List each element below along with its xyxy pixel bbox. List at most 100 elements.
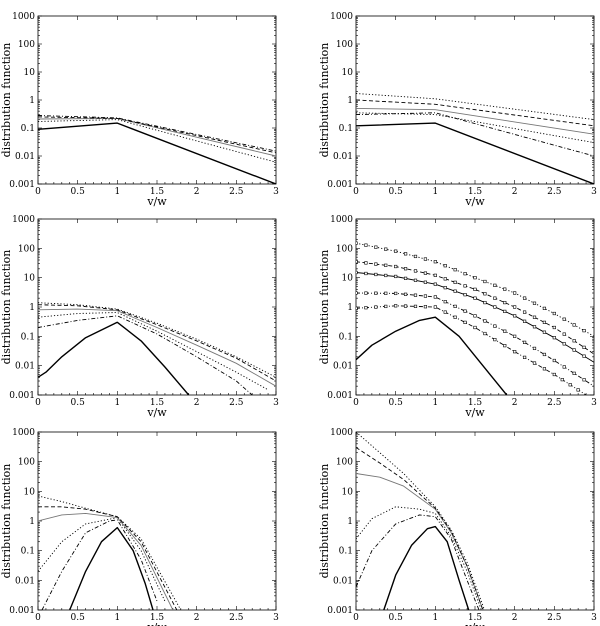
y-tick-label: 0.1 [21, 332, 35, 342]
series-marker-curve-4 [483, 300, 487, 305]
series-marker-curve-6 [394, 249, 398, 253]
x-tick-label: 0 [35, 398, 41, 408]
series-marker-curve-2 [413, 304, 418, 308]
x-tick-label: 1 [432, 398, 438, 408]
y-tick-label: 0.001 [9, 606, 35, 616]
series-marker-curve-2 [453, 315, 457, 319]
series-marker-curve-4 [374, 272, 378, 277]
x-tick-label: 1 [114, 613, 120, 623]
y-tick-label: 100 [18, 244, 35, 254]
series-marker-curve-5 [493, 296, 497, 300]
x-tick-label: 2 [194, 398, 200, 408]
x-tick-label: 0 [35, 187, 41, 197]
series-marker-curve-3 [433, 295, 437, 299]
series-marker-curve-5 [542, 320, 547, 324]
series-marker-curve-4 [403, 276, 408, 280]
series-line-curve-1 [69, 526, 154, 610]
x-tick-label: 0 [353, 398, 359, 408]
y-tick-label: 1000 [12, 12, 35, 22]
x-axis-label: v/w [146, 195, 167, 208]
series-marker-curve-4 [463, 293, 467, 297]
y-tick-label: 0.001 [327, 606, 353, 616]
series-marker-curve-4 [356, 270, 358, 275]
series-marker-curve-2 [394, 304, 398, 308]
x-tick-label: 0.5 [389, 187, 404, 197]
series-marker-curve-5 [443, 277, 447, 281]
series-marker-curve-2 [364, 306, 368, 310]
series-marker-curve-3 [542, 352, 547, 357]
x-tick-label: 0.5 [71, 398, 86, 408]
y-axis-label: distribution function [0, 464, 13, 579]
series-marker-curve-2 [522, 355, 527, 359]
series-line-curve-2 [38, 119, 276, 163]
x-tick-label: 1 [432, 613, 438, 623]
y-tick-label: 0.001 [327, 391, 353, 401]
y-tick-label: 10 [342, 274, 354, 284]
series-line-curve-4 [356, 473, 484, 610]
x-tick-label: 0.5 [389, 613, 404, 623]
series-marker-curve-6 [433, 260, 437, 264]
y-tick-label: 1000 [12, 215, 35, 225]
series-marker-curve-5 [463, 284, 467, 288]
series-marker-curve-4 [493, 305, 497, 309]
series-marker-curve-5 [423, 271, 428, 275]
series-marker-curve-6 [364, 243, 368, 247]
series-marker-curve-2 [568, 383, 572, 387]
chart-panel-top-right: 0 0.5 1 1.5 2 2.5 3 0.001 0.01 0.1 1 10 100 1000 v/w di… [318, 12, 597, 208]
series-line-curve-1 [356, 122, 594, 184]
series-marker-curve-5 [374, 262, 378, 266]
y-tick-label: 1000 [330, 12, 353, 22]
series-marker-curve-5 [403, 267, 408, 271]
chart-panel-bottom-right: 0 0.5 1 1.5 2 2.5 3 0.001 0.01 0.1 1 10 100 1000 v/w di… [318, 428, 597, 626]
x-tick-label: 2 [194, 187, 200, 197]
y-tick-label: 100 [336, 458, 353, 468]
series-marker-curve-4 [582, 354, 586, 358]
series-marker-curve-6 [384, 247, 388, 251]
series-marker-curve-3 [562, 365, 566, 369]
y-tick-label: 0.001 [9, 180, 35, 190]
y-tick-label: 100 [336, 40, 353, 50]
series-marker-curve-5 [483, 292, 487, 296]
chart-panel-middle-right: 0 0.5 1 1.5 2 2.5 3 0.001 0.01 0.1 1 10 100 1000 v/w di… [318, 215, 597, 419]
series-group [356, 432, 485, 610]
series-marker-curve-5 [532, 315, 537, 319]
chart-panel-top-left: 0 0.5 1 1.5 2 2.5 3 0.001 0.01 0.1 1 10 100 1000 v/w di… [0, 12, 279, 208]
series-line-curve-3 [356, 506, 482, 610]
x-tick-label: 3 [591, 187, 597, 197]
series-marker-curve-2 [576, 388, 580, 392]
series-marker-curve-5 [413, 269, 418, 273]
series-marker-curve-2 [513, 350, 517, 354]
series-marker-curve-4 [423, 280, 428, 284]
series-marker-curve-3 [413, 293, 418, 297]
series-marker-curve-6 [522, 296, 527, 300]
series-marker-curve-2 [384, 304, 388, 309]
series-marker-curve-2 [423, 305, 428, 309]
x-axis-label: v/w [464, 406, 485, 419]
series-marker-curve-6 [473, 276, 477, 280]
x-axis-label: v/w [146, 621, 167, 626]
y-tick-label: 1000 [12, 428, 35, 438]
series-marker-curve-2 [542, 367, 547, 371]
y-tick-label: 0.1 [21, 124, 35, 134]
x-tick-label: 2 [512, 613, 518, 623]
x-axis-label: v/w [464, 621, 485, 626]
series-marker-curve-4 [473, 296, 477, 300]
series-marker-curve-4 [542, 330, 547, 334]
y-tick-label: 1 [29, 96, 35, 106]
series-marker-curve-4 [364, 271, 368, 276]
series-marker-curve-4 [552, 336, 556, 340]
series-marker-curve-6 [453, 268, 457, 272]
y-tick-label: 0.01 [15, 152, 35, 162]
y-tick-label: 1 [29, 517, 35, 527]
series-marker-curve-5 [522, 310, 527, 314]
series-line-curve-2 [41, 519, 158, 610]
x-axis-label: v/w [464, 195, 485, 208]
y-tick-label: 0.01 [333, 152, 353, 162]
series-marker-curve-3 [532, 346, 537, 351]
series-marker-curve-2 [473, 325, 477, 330]
series-line-curve-5 [356, 99, 594, 127]
series-marker-curve-3 [356, 291, 358, 295]
series-line-curve-6 [356, 432, 485, 610]
series-marker-curve-3 [384, 291, 388, 295]
